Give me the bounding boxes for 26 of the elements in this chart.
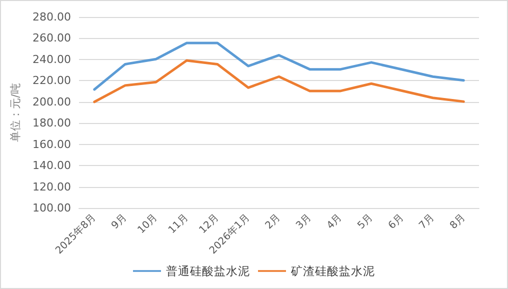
x-tick-label: 8月 xyxy=(448,212,468,232)
x-tick-label: 5月 xyxy=(356,212,376,232)
x-tick-label: 4月 xyxy=(325,212,344,232)
x-tick-label: 11月 xyxy=(166,212,191,236)
y-tick-label: 220.00 xyxy=(32,74,71,88)
x-tick-label: 2月 xyxy=(264,212,283,232)
x-tick-label: 9月 xyxy=(110,212,130,232)
legend-label: 矿渣硅酸盐水泥 xyxy=(290,264,375,278)
y-axis-title: 单位：元/吨 xyxy=(9,83,22,142)
x-tick-label: 7月 xyxy=(417,212,437,232)
y-tick-label: 160.00 xyxy=(32,138,71,151)
y-tick-label: 180.00 xyxy=(32,116,71,130)
y-tick-label: 140.00 xyxy=(32,159,71,172)
x-tick-label: 3月 xyxy=(294,212,314,232)
y-tick-label: 100.00 xyxy=(32,202,71,214)
y-tick-label: 240.00 xyxy=(32,52,71,66)
line-series xyxy=(93,42,465,91)
y-tick-label: 280.00 xyxy=(32,10,71,24)
x-tick-label: 6月 xyxy=(386,212,406,232)
y-tick-label: 200.00 xyxy=(32,95,71,108)
y-tick-label: 260.00 xyxy=(32,32,71,45)
x-tick-label: 10月 xyxy=(136,212,160,236)
x-tick-label: 12月 xyxy=(198,212,222,236)
legend-label: 普通硅酸盐水泥 xyxy=(166,264,250,278)
y-tick-label: 120.00 xyxy=(32,180,71,194)
line-series xyxy=(93,59,465,104)
